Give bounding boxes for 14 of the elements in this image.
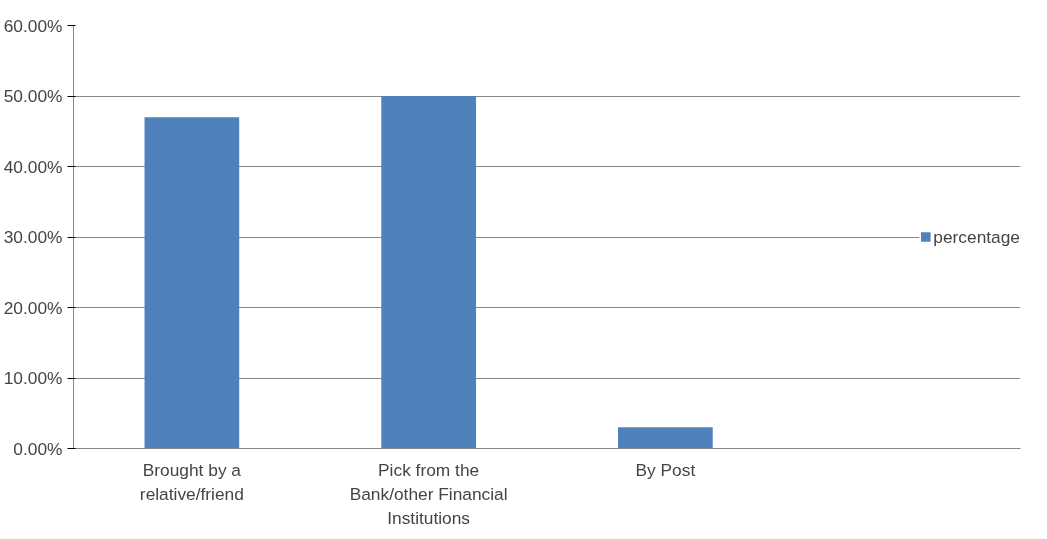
y-tick-label: 30.00% (3, 227, 63, 247)
y-tick-label: 60.00% (3, 15, 63, 36)
legend-label: percentage (933, 226, 1020, 247)
x-tick-label: By Post (635, 459, 696, 480)
y-tick-label: 20.00% (3, 297, 63, 318)
bar (618, 427, 713, 449)
y-tick-label: 10.00% (3, 368, 63, 388)
y-tick-label: 50.00% (3, 86, 63, 106)
y-tick-label: 0.00% (13, 438, 63, 459)
y-tick-label: 40.00% (3, 156, 63, 177)
x-tick-label: Pick from the Bank/other Financial Institutions (349, 459, 508, 528)
bar (144, 117, 240, 449)
x-tick-label: Brought by a relative/friend (139, 459, 244, 504)
bar (381, 96, 476, 449)
